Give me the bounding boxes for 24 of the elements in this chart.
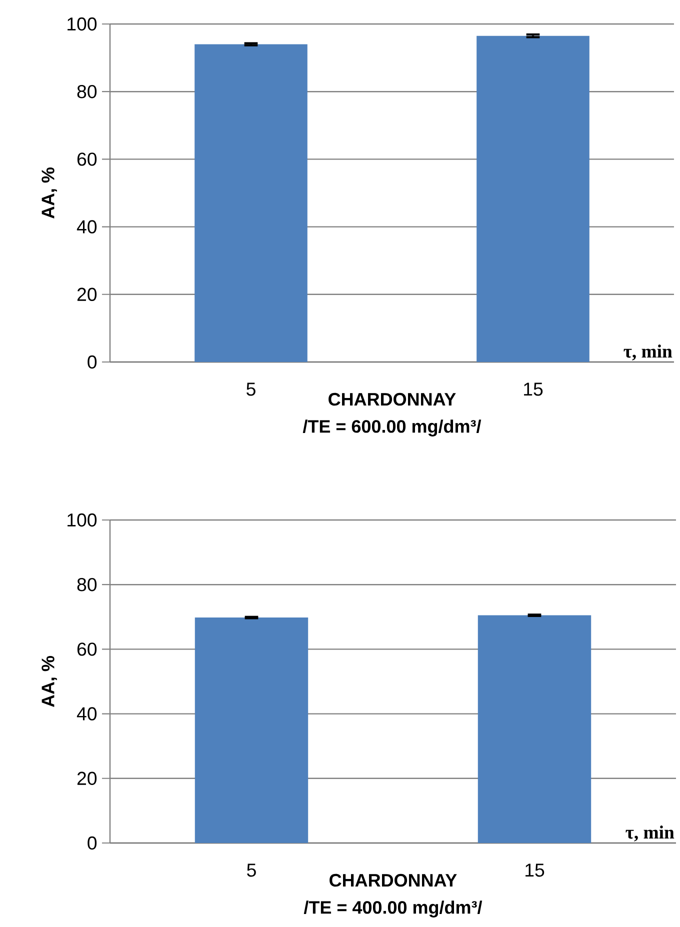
x-tick-label: 5 <box>246 864 256 877</box>
y-tick-label: 60 <box>77 152 96 166</box>
y-tick-label: 100 <box>67 513 96 527</box>
y-tick-label: 0 <box>87 836 96 850</box>
x-axis-title: τ, min <box>625 826 674 842</box>
y-tick-label: 20 <box>77 288 96 302</box>
text: CHARDONNAY <box>328 392 456 406</box>
y-tick-label: 40 <box>76 707 96 720</box>
y-axis-title: AA, % <box>41 656 57 708</box>
x-axis-title: τ, min <box>623 344 672 360</box>
text: CHARDONNAY <box>329 874 457 887</box>
y-tick-label: 40 <box>76 220 96 234</box>
text: /TE = 600.00 mg/dm³/ <box>302 420 481 436</box>
x-tick-label: 15 <box>524 382 542 396</box>
y-tick-label: 100 <box>67 17 96 31</box>
x-tick-label: 15 <box>525 864 544 877</box>
y-tick-label: 20 <box>77 772 96 786</box>
y-tick-label: 0 <box>87 355 96 369</box>
y-tick-label: 60 <box>77 642 96 656</box>
x-tick-label: 5 <box>246 382 256 396</box>
y-tick-label: 80 <box>77 578 96 592</box>
y-tick-label: 80 <box>77 84 96 98</box>
y-axis-title: AA, % <box>41 167 57 219</box>
text: /TE = 400.00 mg/dm³/ <box>304 900 482 918</box>
